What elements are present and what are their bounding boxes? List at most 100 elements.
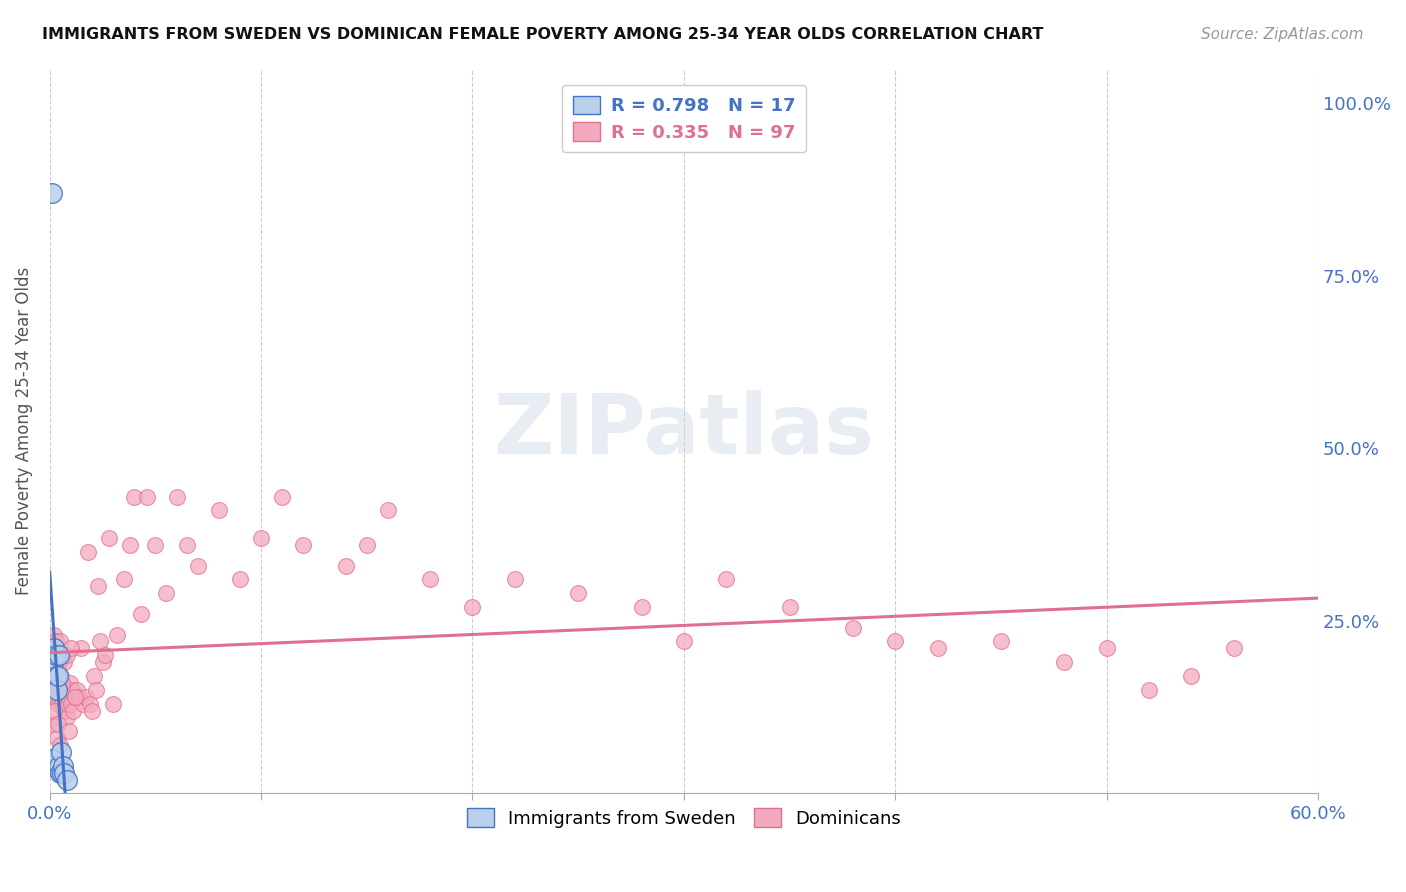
Point bbox=[49, 634, 72, 648]
Point bbox=[48, 655, 70, 669]
Point bbox=[41, 186, 63, 200]
Point bbox=[55, 772, 77, 787]
Point bbox=[990, 634, 1012, 648]
Point bbox=[461, 599, 484, 614]
Point bbox=[93, 648, 115, 663]
Point bbox=[41, 641, 63, 656]
Point bbox=[46, 731, 69, 745]
Point bbox=[145, 538, 167, 552]
Point bbox=[46, 682, 69, 697]
Point bbox=[41, 758, 63, 772]
Point bbox=[70, 641, 93, 656]
Point bbox=[41, 752, 63, 766]
Point bbox=[135, 490, 157, 504]
Point bbox=[46, 682, 69, 697]
Point bbox=[45, 648, 67, 663]
Point bbox=[122, 490, 145, 504]
Point bbox=[101, 697, 124, 711]
Point bbox=[63, 690, 86, 704]
Point bbox=[208, 503, 231, 517]
Point bbox=[46, 717, 69, 731]
Point bbox=[51, 697, 73, 711]
Point bbox=[72, 697, 94, 711]
Point bbox=[229, 572, 252, 586]
Point bbox=[44, 641, 66, 656]
Text: Source: ZipAtlas.com: Source: ZipAtlas.com bbox=[1201, 27, 1364, 42]
Point bbox=[51, 648, 73, 663]
Point bbox=[58, 724, 80, 739]
Point bbox=[48, 648, 70, 663]
Point bbox=[1222, 641, 1244, 656]
Point bbox=[271, 490, 294, 504]
Point bbox=[48, 758, 70, 772]
Y-axis label: Female Poverty Among 25-34 Year Olds: Female Poverty Among 25-34 Year Olds bbox=[15, 267, 32, 595]
Point bbox=[842, 621, 865, 635]
Point bbox=[97, 531, 120, 545]
Point bbox=[45, 662, 67, 676]
Point bbox=[58, 690, 80, 704]
Point bbox=[46, 697, 69, 711]
Point bbox=[46, 669, 69, 683]
Point bbox=[1095, 641, 1118, 656]
Point bbox=[87, 579, 110, 593]
Point bbox=[75, 690, 97, 704]
Point bbox=[42, 669, 65, 683]
Point bbox=[66, 682, 89, 697]
Point bbox=[45, 690, 67, 704]
Point bbox=[45, 648, 67, 663]
Point bbox=[630, 599, 652, 614]
Point bbox=[51, 669, 73, 683]
Point bbox=[51, 745, 73, 759]
Text: IMMIGRANTS FROM SWEDEN VS DOMINICAN FEMALE POVERTY AMONG 25-34 YEAR OLDS CORRELA: IMMIGRANTS FROM SWEDEN VS DOMINICAN FEMA… bbox=[42, 27, 1043, 42]
Point bbox=[176, 538, 198, 552]
Point bbox=[166, 490, 188, 504]
Point bbox=[42, 655, 65, 669]
Point bbox=[129, 607, 152, 621]
Point bbox=[292, 538, 315, 552]
Point bbox=[53, 704, 76, 718]
Point bbox=[52, 682, 75, 697]
Point bbox=[112, 572, 135, 586]
Point bbox=[105, 627, 128, 641]
Point bbox=[91, 655, 114, 669]
Point bbox=[89, 634, 111, 648]
Point bbox=[80, 704, 103, 718]
Point bbox=[52, 758, 75, 772]
Legend: Immigrants from Sweden, Dominicans: Immigrants from Sweden, Dominicans bbox=[460, 801, 908, 835]
Point bbox=[1137, 682, 1160, 697]
Point bbox=[53, 655, 76, 669]
Point bbox=[48, 682, 70, 697]
Point bbox=[62, 704, 84, 718]
Point bbox=[59, 676, 82, 690]
Point bbox=[118, 538, 141, 552]
Point bbox=[884, 634, 907, 648]
Point bbox=[51, 676, 73, 690]
Point bbox=[45, 634, 67, 648]
Point bbox=[49, 690, 72, 704]
Point bbox=[567, 586, 589, 600]
Point bbox=[41, 676, 63, 690]
Point bbox=[42, 717, 65, 731]
Point bbox=[42, 627, 65, 641]
Point bbox=[76, 545, 98, 559]
Point bbox=[503, 572, 526, 586]
Point bbox=[377, 503, 399, 517]
Point bbox=[49, 738, 72, 752]
Point bbox=[44, 676, 66, 690]
Point bbox=[55, 690, 77, 704]
Point bbox=[59, 697, 82, 711]
Point bbox=[779, 599, 801, 614]
Point bbox=[63, 690, 86, 704]
Point bbox=[45, 669, 67, 683]
Point bbox=[356, 538, 378, 552]
Point bbox=[79, 697, 101, 711]
Point bbox=[56, 697, 79, 711]
Point bbox=[42, 704, 65, 718]
Point bbox=[927, 641, 949, 656]
Point bbox=[714, 572, 737, 586]
Point bbox=[84, 682, 107, 697]
Point bbox=[44, 690, 66, 704]
Point bbox=[187, 558, 209, 573]
Point bbox=[42, 682, 65, 697]
Point bbox=[83, 669, 105, 683]
